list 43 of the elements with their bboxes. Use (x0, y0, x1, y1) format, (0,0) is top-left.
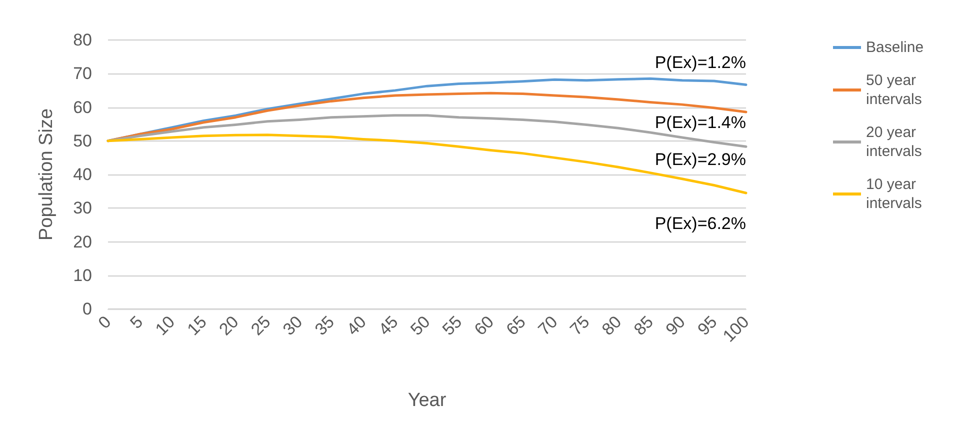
x-tick-label: 50 (406, 312, 434, 340)
x-tick-label: 70 (534, 312, 562, 340)
x-tick-label: 60 (470, 312, 498, 340)
y-tick-label: 50 (73, 131, 92, 150)
legend-label: Baseline (866, 39, 924, 56)
y-tick-label: 40 (73, 165, 92, 184)
x-tick-label: 55 (438, 312, 466, 340)
x-tick-label: 75 (566, 312, 594, 340)
x-tick-label: 40 (343, 312, 370, 340)
y-tick-label: 70 (73, 64, 92, 84)
x-tick-label: 10 (152, 312, 179, 340)
x-tick-label: 35 (311, 312, 338, 340)
x-tick-label: 90 (662, 312, 689, 340)
legend-label: 20 year intervals (866, 124, 922, 160)
y-tick-label: 20 (73, 232, 92, 252)
annotation: P(Ex)=6.2% (654, 214, 746, 233)
x-axis-title: Year (408, 390, 447, 411)
x-tick-label: 20 (216, 312, 242, 340)
x-tick-label: 95 (694, 312, 721, 340)
x-tick-label: 100 (719, 312, 753, 346)
x-tick-label: 65 (502, 312, 530, 340)
x-tick-label: 5 (126, 312, 147, 332)
y-tick-label: 60 (73, 98, 92, 117)
x-tick-label: 25 (247, 312, 274, 340)
y-axis-title: Population Size (36, 108, 57, 241)
annotation: P(Ex)=1.2% (654, 53, 746, 72)
legend-label: 10 year intervals (866, 176, 922, 212)
y-tick-label: 0 (82, 300, 92, 318)
x-tick-label: 0 (94, 312, 115, 332)
line-series (106, 134, 748, 194)
line-series (106, 114, 748, 148)
annotation: P(Ex)=2.9% (654, 150, 746, 169)
line-series (106, 92, 748, 142)
x-tick-label: 45 (375, 312, 402, 340)
x-tick-label: 80 (598, 312, 626, 340)
y-tick-label: 10 (73, 266, 92, 285)
y-tick-label: 30 (73, 198, 92, 218)
y-tick-label: 80 (73, 30, 92, 50)
annotation: P(Ex)=1.4% (654, 113, 746, 132)
x-tick-label: 30 (279, 312, 306, 340)
legend-label: 50 year intervals (866, 72, 922, 108)
x-tick-label: 85 (630, 312, 658, 340)
x-tick-label: 15 (184, 312, 210, 340)
